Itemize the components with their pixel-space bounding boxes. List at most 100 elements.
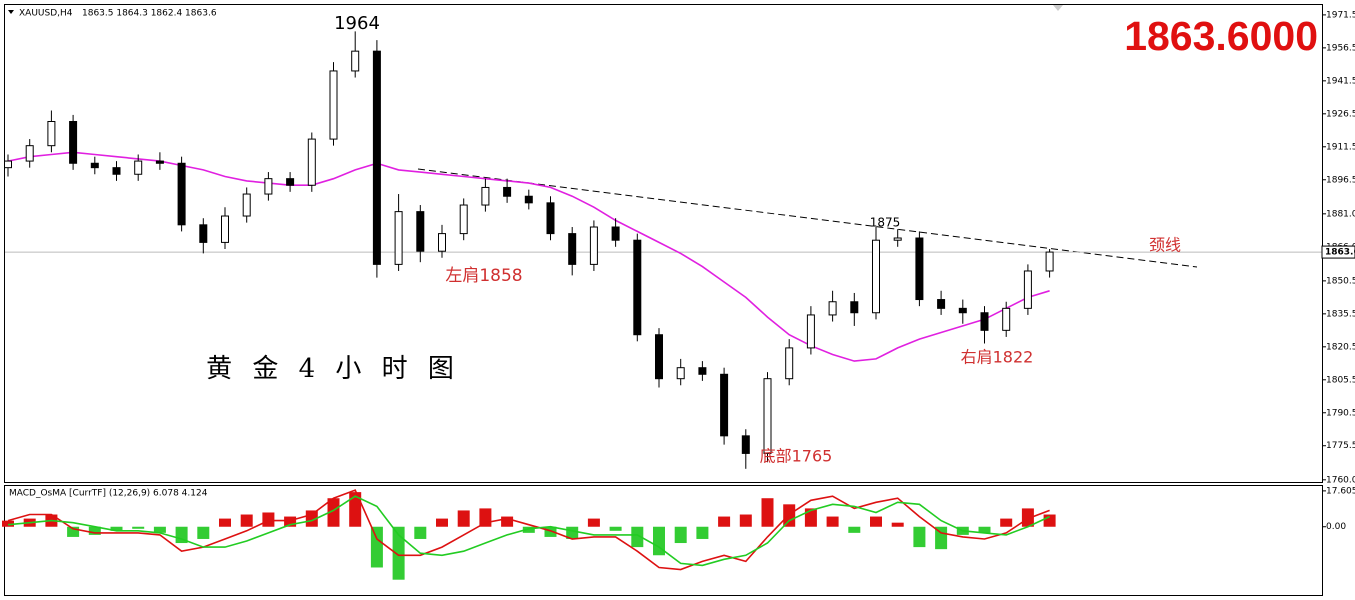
- candle-body: [958, 307, 967, 314]
- last-price-box: [1321, 245, 1355, 259]
- histogram-bar: [392, 526, 405, 580]
- histogram-bar: [88, 526, 101, 535]
- candle-body: [589, 226, 598, 265]
- y-tick-label: 1850.5: [1326, 276, 1355, 286]
- big-price: 1863.6000: [1124, 13, 1318, 59]
- annotation: 颈线: [1149, 236, 1181, 255]
- candle-body: [1002, 307, 1011, 331]
- macd-line: [7, 495, 1050, 567]
- candle-body: [980, 312, 989, 331]
- histogram-bar: [284, 516, 297, 527]
- candle-body: [828, 301, 837, 316]
- histogram-bar: [1021, 508, 1034, 527]
- y-tick-label: 1941.5: [1326, 76, 1355, 86]
- y-tick-label: 17.605: [1326, 486, 1355, 496]
- histogram-bar: [826, 516, 839, 527]
- histogram-bar: [761, 498, 774, 527]
- candle-body: [763, 378, 772, 454]
- histogram-bar: [1000, 518, 1013, 527]
- y-tick-label: 1956.5: [1326, 43, 1355, 53]
- candle-body: [199, 224, 208, 243]
- histogram-bar: [522, 526, 535, 533]
- histogram-bar: [1043, 514, 1056, 527]
- candle-body: [47, 121, 56, 147]
- y-tick-label: 1896.5: [1326, 175, 1355, 185]
- candle-body: [69, 121, 78, 164]
- annotation: 1875: [870, 216, 901, 230]
- symbol-title: XAUUSD,H4: [19, 9, 73, 19]
- candle-body: [611, 226, 620, 241]
- candle-body: [850, 301, 859, 314]
- y-tick-label: 1805.5: [1326, 375, 1355, 385]
- candle-body: [655, 334, 663, 380]
- histogram-bar: [110, 526, 123, 531]
- candle-body: [524, 195, 533, 204]
- candle-body: [416, 211, 425, 252]
- neckline: [417, 168, 1198, 268]
- candle-body: [915, 237, 924, 301]
- histogram-bar: [153, 526, 166, 533]
- candle-body: [221, 215, 229, 243]
- histogram-bar: [479, 508, 492, 527]
- y-tick-label: 0.00: [1326, 522, 1346, 532]
- annotation: 底部1765: [760, 447, 833, 466]
- histogram-bar: [349, 492, 362, 527]
- y-tick-label: 1775.5: [1326, 441, 1355, 451]
- y-tick-label: 1790.5: [1326, 408, 1355, 418]
- candle-body: [307, 138, 316, 186]
- candle-body: [90, 162, 99, 169]
- candle-body: [1023, 270, 1032, 309]
- candle-body: [568, 233, 577, 265]
- candle-body: [155, 160, 164, 164]
- histogram-bar: [327, 498, 340, 527]
- scroll-marker: [1053, 5, 1063, 11]
- histogram-bar: [544, 526, 557, 537]
- histogram-bar: [370, 526, 383, 568]
- candle-body: [785, 347, 794, 380]
- menu-arrow: [8, 10, 14, 14]
- macd-line: [7, 489, 1050, 571]
- price-frame: [4, 4, 1323, 483]
- y-tick-label: 1926.5: [1326, 109, 1355, 119]
- candle-body: [4, 160, 12, 169]
- histogram-bar: [913, 526, 926, 548]
- candle-body: [242, 193, 251, 217]
- histogram-bar: [457, 510, 470, 527]
- candle-body: [720, 373, 729, 437]
- candle-body: [676, 367, 685, 380]
- y-tick-label: 1881.0: [1326, 209, 1355, 219]
- histogram-bar: [674, 526, 687, 544]
- candle-body: [286, 178, 295, 186]
- candle-body: [329, 70, 338, 140]
- candle-body: [459, 204, 468, 235]
- histogram-bar: [631, 526, 644, 548]
- histogram-bar: [718, 516, 731, 527]
- histogram-bar: [870, 516, 882, 527]
- histogram-bar: [978, 526, 991, 533]
- candle-body: [633, 239, 642, 336]
- histogram-bar: [848, 526, 861, 533]
- candle-body: [264, 178, 273, 195]
- candle-body: [872, 239, 880, 314]
- candle-body: [546, 202, 555, 235]
- candle-body: [937, 299, 946, 309]
- histogram-bar: [739, 514, 752, 527]
- chart-caption: 黄 金 4 小 时 图: [206, 354, 460, 384]
- annotation: 1964: [334, 13, 380, 34]
- histogram-bar: [804, 508, 817, 527]
- histogram-bar: [653, 526, 665, 556]
- histogram-bar: [436, 518, 448, 527]
- candle-body: [25, 145, 34, 162]
- histogram-bar: [609, 526, 622, 531]
- candle-body: [351, 50, 360, 72]
- y-tick-label: 1820.5: [1326, 342, 1355, 352]
- ohlc-subtitle: 1863.5 1864.3 1862.4 1863.6: [82, 9, 217, 19]
- candle-body: [503, 186, 512, 197]
- candle-body: [372, 50, 381, 265]
- candle-body: [893, 237, 902, 241]
- histogram-bar: [696, 526, 709, 539]
- candle-body: [438, 233, 446, 252]
